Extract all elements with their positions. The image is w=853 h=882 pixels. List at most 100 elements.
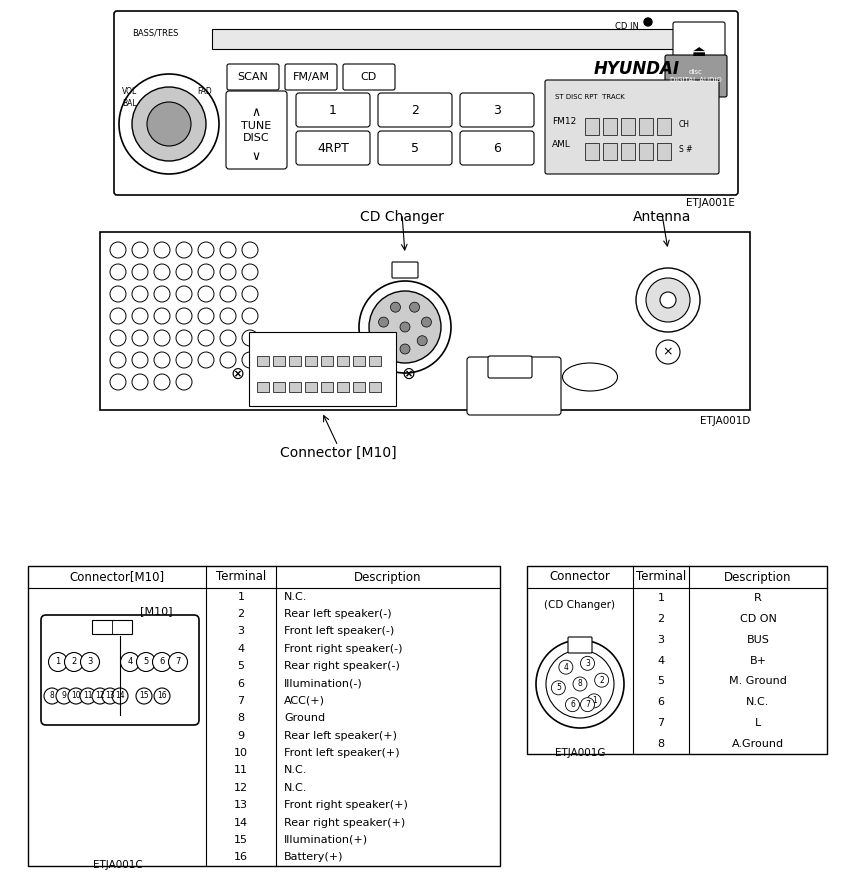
Circle shape	[120, 653, 139, 671]
FancyBboxPatch shape	[378, 131, 451, 165]
Circle shape	[241, 242, 258, 258]
Circle shape	[92, 688, 107, 704]
Text: Description: Description	[354, 571, 421, 584]
Text: L: L	[754, 718, 760, 728]
Circle shape	[659, 292, 676, 308]
Circle shape	[198, 286, 214, 302]
Text: FM/AM: FM/AM	[293, 72, 329, 82]
Text: 10: 10	[234, 748, 247, 758]
Circle shape	[580, 698, 594, 712]
Text: FM12: FM12	[551, 117, 576, 126]
Text: Terminal: Terminal	[635, 571, 685, 584]
Circle shape	[399, 344, 409, 354]
Text: 8: 8	[577, 679, 582, 689]
Text: N.C.: N.C.	[746, 697, 769, 707]
Circle shape	[176, 286, 192, 302]
Bar	[638, 118, 653, 135]
Text: ∨: ∨	[251, 150, 260, 162]
Circle shape	[110, 330, 126, 346]
Text: 14: 14	[115, 691, 125, 700]
FancyBboxPatch shape	[467, 357, 560, 415]
Circle shape	[132, 286, 148, 302]
Text: Ground: Ground	[284, 714, 325, 723]
Text: CD: CD	[361, 72, 377, 82]
Text: VOL: VOL	[122, 87, 137, 96]
Bar	[620, 118, 635, 135]
Text: ⊗: ⊗	[401, 365, 415, 383]
Circle shape	[417, 336, 426, 346]
Circle shape	[643, 18, 651, 26]
Text: ETJA001G: ETJA001G	[554, 748, 605, 758]
Circle shape	[594, 673, 608, 687]
FancyBboxPatch shape	[460, 131, 533, 165]
Text: 12: 12	[96, 691, 105, 700]
Text: Connector [M10]: Connector [M10]	[280, 446, 396, 460]
Circle shape	[80, 653, 100, 671]
Bar	[92, 620, 132, 634]
Text: 7: 7	[175, 657, 181, 667]
FancyBboxPatch shape	[378, 93, 451, 127]
Bar	[321, 356, 333, 366]
Text: 8: 8	[657, 738, 664, 749]
Text: 9: 9	[61, 691, 67, 700]
Circle shape	[378, 318, 388, 327]
Text: 4: 4	[657, 655, 664, 666]
Bar	[602, 118, 616, 135]
Text: 6: 6	[657, 697, 664, 707]
Bar	[337, 382, 349, 392]
Text: 4RPT: 4RPT	[316, 141, 349, 154]
Text: 6: 6	[569, 700, 574, 709]
FancyBboxPatch shape	[285, 64, 337, 90]
Bar	[249, 332, 396, 406]
Circle shape	[572, 677, 586, 691]
Text: Front left speaker(-): Front left speaker(-)	[284, 626, 394, 637]
Circle shape	[56, 688, 72, 704]
Circle shape	[545, 650, 613, 718]
Bar	[368, 382, 380, 392]
Circle shape	[409, 303, 419, 312]
Bar	[656, 143, 670, 160]
Text: 7: 7	[237, 696, 244, 706]
Text: 3: 3	[237, 626, 244, 637]
Bar	[28, 566, 499, 866]
Circle shape	[154, 374, 170, 390]
Circle shape	[112, 688, 128, 704]
Text: A.Ground: A.Ground	[731, 738, 783, 749]
Circle shape	[154, 264, 170, 280]
Circle shape	[44, 688, 60, 704]
Text: 5: 5	[657, 676, 664, 686]
Circle shape	[176, 264, 192, 280]
Bar	[212, 29, 701, 49]
Circle shape	[220, 330, 235, 346]
Circle shape	[153, 653, 171, 671]
FancyBboxPatch shape	[343, 64, 395, 90]
Bar	[288, 382, 300, 392]
Text: ETJA001E: ETJA001E	[685, 198, 734, 208]
Text: HYUNDAI: HYUNDAI	[594, 60, 679, 78]
Text: ST DISC RPT  TRACK: ST DISC RPT TRACK	[554, 94, 624, 100]
Text: CD Changer: CD Changer	[360, 210, 444, 224]
Circle shape	[176, 308, 192, 324]
Circle shape	[154, 308, 170, 324]
Text: AML: AML	[551, 140, 570, 149]
Text: Front right speaker(+): Front right speaker(+)	[284, 800, 408, 811]
FancyBboxPatch shape	[41, 615, 199, 725]
Circle shape	[558, 660, 572, 674]
Circle shape	[220, 352, 235, 368]
Bar	[656, 118, 670, 135]
Text: 10: 10	[71, 691, 81, 700]
Circle shape	[220, 308, 235, 324]
Text: 16: 16	[234, 852, 247, 863]
Bar	[273, 382, 285, 392]
Circle shape	[110, 374, 126, 390]
Text: 1: 1	[591, 697, 595, 706]
Text: 6: 6	[237, 678, 244, 689]
Circle shape	[220, 286, 235, 302]
Circle shape	[421, 318, 431, 327]
Circle shape	[110, 352, 126, 368]
Circle shape	[241, 330, 258, 346]
Text: 7: 7	[584, 700, 589, 709]
Text: 7: 7	[657, 718, 664, 728]
Text: Front left speaker(+): Front left speaker(+)	[284, 748, 399, 758]
Text: Description: Description	[723, 571, 791, 584]
